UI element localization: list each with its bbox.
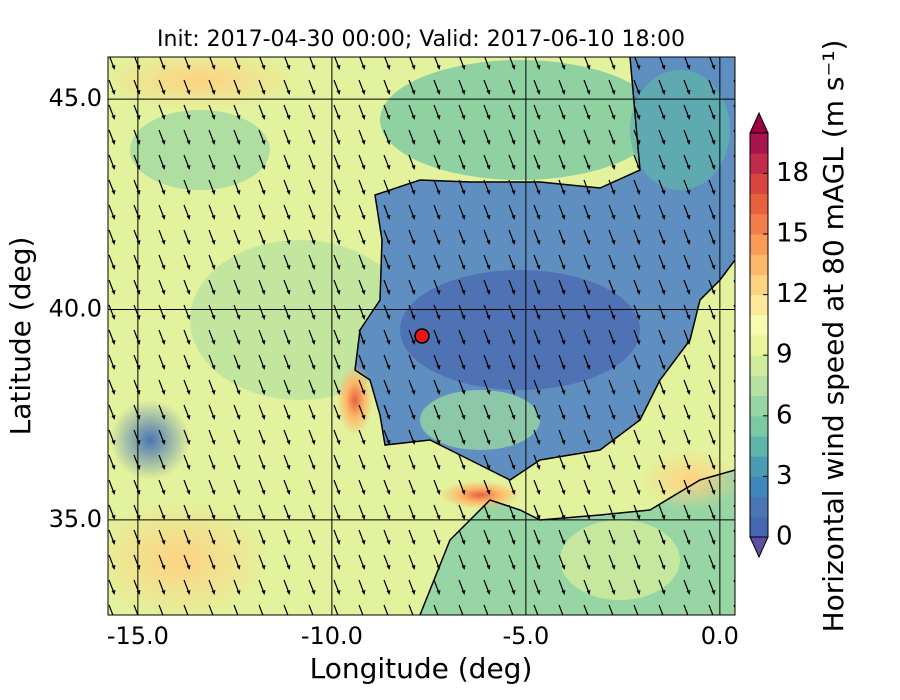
colorbar-band [750,496,768,518]
colorbar-label: Horizontal wind speed at 80 mAGL (m s⁻¹) [817,40,850,633]
colorbar-extend-high [749,111,769,134]
colorbar-tick-label: 0 [776,522,793,552]
colorbar-band [750,436,768,457]
y-axis-label: Latitude (deg) [4,237,37,436]
colorbar-band [750,456,768,477]
x-tick-label: -5.0 [502,622,549,650]
colorbar-band [750,193,768,215]
colorbar-band [750,234,768,255]
colorbar-extend-low [749,536,769,559]
colorbar-band [750,516,768,538]
colorbar-tick-label: 3 [776,461,793,491]
colorbar-band [750,153,768,174]
colorbar-band [750,173,768,195]
colorbar-band [750,415,768,437]
colorbar-band [750,375,768,397]
graticule [108,57,735,615]
colorbar-band [750,476,768,498]
colorbar-tick-label: 15 [776,219,809,249]
x-axis-label: Longitude (deg) [310,652,533,685]
y-tick-label: 35.0 [49,505,102,533]
wind-field [108,57,735,615]
colorbar-band [750,254,768,275]
colorbar-band [750,274,768,296]
colorbar-tick-label: 18 [776,158,809,188]
colorbar-tick-label: 9 [776,340,793,370]
plot-frame [107,56,736,616]
chart-title: Init: 2017-04-30 00:00; Valid: 2017-06-1… [157,27,685,52]
colorbar-band [750,355,768,376]
x-tick-label: -10.0 [301,622,363,650]
colorbar-tick-label: 12 [776,279,809,309]
colorbar-band [750,294,768,316]
colorbar-frame [749,132,769,538]
colorbar-band [750,314,768,336]
x-tick-label: -15.0 [107,622,169,650]
colorbar-band [750,213,768,235]
colorbar-band [750,335,768,356]
colorbar-tick-label: 6 [776,400,793,430]
colorbar-band [750,133,768,154]
colorbar-band [750,395,768,417]
y-tick-label: 45.0 [49,84,102,112]
x-tick-label: 0.0 [701,622,739,650]
y-tick-label: 40.0 [49,294,102,322]
